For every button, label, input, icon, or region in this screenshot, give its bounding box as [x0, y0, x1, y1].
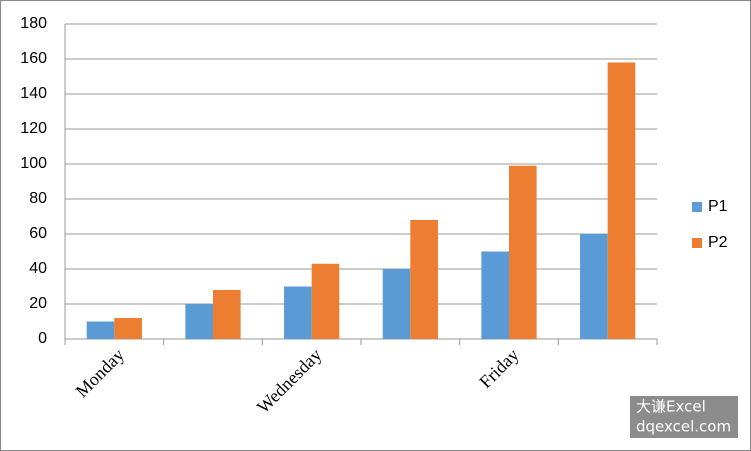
y-tick-label: 140	[20, 85, 47, 102]
y-tick-label: 60	[29, 225, 47, 242]
y-tick-label: 160	[20, 50, 47, 67]
bar	[114, 318, 142, 339]
bar	[213, 290, 241, 339]
bar	[580, 234, 608, 339]
bar	[410, 220, 438, 339]
legend-swatch	[692, 202, 702, 212]
legend-swatch	[692, 238, 702, 248]
y-tick-label: 80	[29, 190, 47, 207]
bar	[382, 269, 411, 339]
watermark-text: dqexcel.com	[636, 418, 731, 436]
bar	[311, 263, 340, 339]
bar	[284, 286, 312, 339]
legend-label: P1	[708, 198, 728, 215]
bar	[86, 321, 115, 339]
y-tick-label: 20	[29, 295, 47, 312]
bar	[607, 62, 636, 339]
bar	[185, 304, 213, 339]
bar	[509, 165, 537, 339]
y-tick-label: 180	[20, 15, 47, 32]
watermark-box	[630, 396, 738, 438]
y-tick-label: 40	[29, 260, 47, 277]
legend-label: P2	[708, 234, 728, 251]
bar	[481, 251, 509, 339]
y-tick-label: 100	[20, 155, 47, 172]
y-tick-label: 120	[20, 120, 47, 137]
watermark-text: 大谦Excel	[636, 398, 706, 416]
y-tick-label: 0	[38, 330, 47, 347]
